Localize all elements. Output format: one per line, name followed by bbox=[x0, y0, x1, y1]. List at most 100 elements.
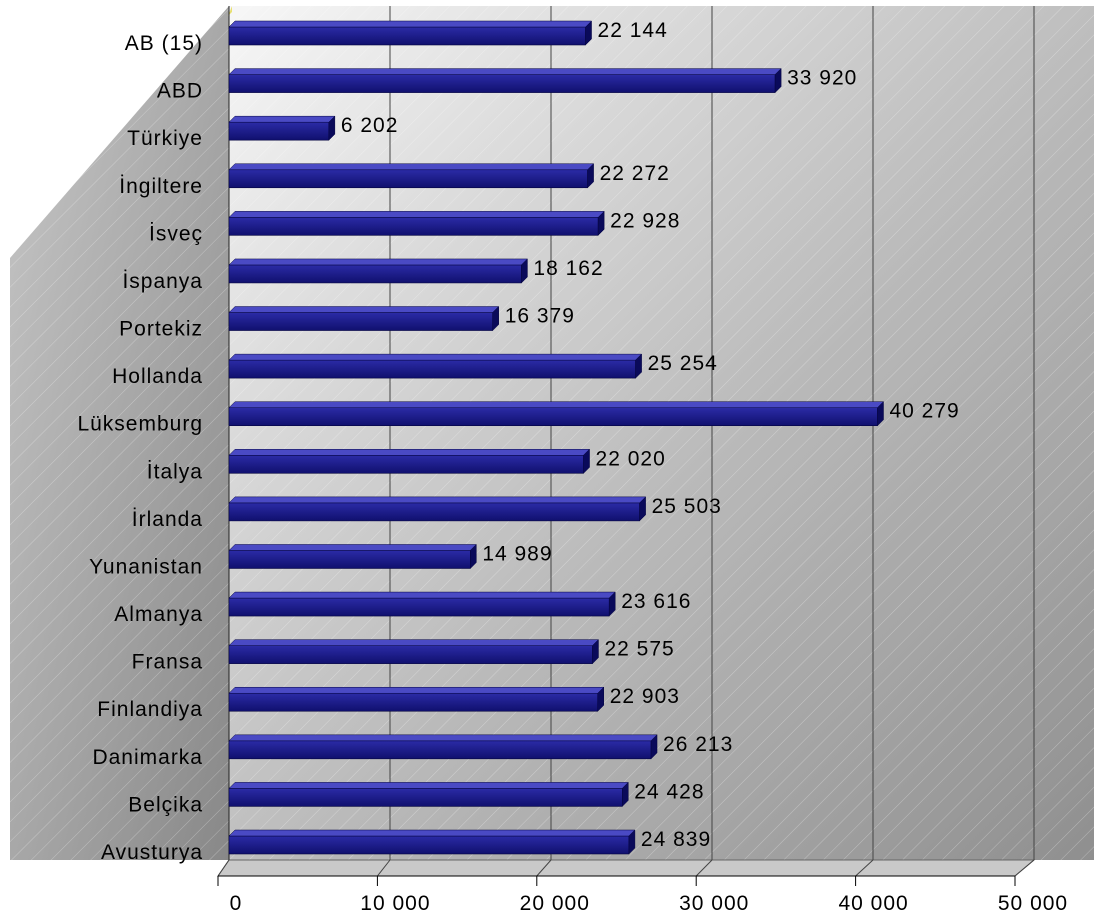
gridlines bbox=[217, 6, 1035, 886]
category-label: İspanya bbox=[122, 270, 203, 293]
bar-top bbox=[228, 449, 591, 456]
side-wall-hatch bbox=[10, 6, 229, 860]
bar-top bbox=[228, 163, 595, 171]
bar bbox=[228, 597, 610, 617]
data-label: 24 428 bbox=[634, 780, 704, 803]
bar bbox=[228, 217, 599, 236]
bar-end bbox=[774, 67, 782, 94]
bar bbox=[228, 788, 623, 807]
bar-end bbox=[597, 686, 604, 712]
data-label: 22 020 bbox=[596, 447, 666, 470]
bar bbox=[228, 502, 640, 522]
bar-end bbox=[650, 734, 658, 760]
category-label: Lüksemburg bbox=[77, 413, 203, 436]
bar bbox=[228, 264, 522, 284]
category-label: Yunanistan bbox=[89, 555, 203, 578]
x-tick-label: 10 000 bbox=[360, 892, 430, 915]
x-tick-label: 30 000 bbox=[679, 892, 749, 915]
category-label: İtalya bbox=[147, 460, 203, 483]
category-label: Türkiye bbox=[127, 127, 203, 150]
category-label: Portekiz bbox=[119, 318, 203, 341]
data-label: 23 616 bbox=[621, 590, 691, 613]
data-label: 40 279 bbox=[889, 400, 959, 423]
bar-top bbox=[228, 829, 636, 837]
data-label: 26 213 bbox=[663, 733, 733, 756]
bar-top bbox=[228, 639, 600, 646]
data-label: 22 144 bbox=[598, 19, 668, 42]
bar-top bbox=[228, 544, 477, 551]
floor-gridline bbox=[1014, 859, 1035, 877]
category-label: Fransa bbox=[132, 651, 203, 674]
data-label: 16 379 bbox=[505, 305, 575, 328]
bar bbox=[228, 359, 636, 379]
bar bbox=[228, 645, 593, 664]
bar-top bbox=[228, 68, 782, 75]
bar bbox=[228, 835, 630, 855]
category-label: İrlanda bbox=[132, 508, 203, 531]
bar-end bbox=[597, 210, 605, 236]
bar-end bbox=[592, 639, 599, 665]
category-label: Avusturya bbox=[101, 841, 203, 864]
floor-gridline bbox=[377, 859, 391, 877]
back-wall-hatch bbox=[229, 6, 1094, 860]
bar-end bbox=[639, 496, 646, 522]
bar-top bbox=[228, 211, 605, 218]
labels: 0 10 000 20 000 30 000 40 000 50 000 22 144 AB … bbox=[77, 19, 1068, 915]
bar bbox=[228, 169, 588, 189]
bar-top bbox=[228, 734, 658, 742]
category-label: İsveç bbox=[149, 222, 203, 245]
x-tick-label: 20 000 bbox=[520, 892, 590, 915]
x-tick-label: 50 000 bbox=[998, 892, 1068, 915]
bar bbox=[228, 550, 471, 569]
bar-top bbox=[228, 782, 629, 789]
data-label: 22 928 bbox=[610, 209, 680, 232]
bar bbox=[228, 312, 494, 331]
data-label: 22 903 bbox=[610, 685, 680, 708]
bar-end bbox=[583, 448, 590, 474]
x-tick-label: 0 bbox=[230, 892, 243, 915]
bar-top bbox=[228, 496, 647, 504]
bar-top bbox=[228, 258, 529, 266]
category-label: Finlandiya bbox=[97, 698, 203, 721]
bar-end bbox=[877, 401, 884, 427]
bar bbox=[228, 121, 330, 141]
bar-top bbox=[228, 306, 500, 313]
category-label: Danimarka bbox=[92, 746, 203, 769]
category-label: Hollanda bbox=[112, 365, 203, 388]
data-label: 18 162 bbox=[533, 257, 603, 280]
category-label: İngiltere bbox=[119, 175, 203, 198]
category-label: Belçika bbox=[128, 793, 203, 816]
bar bbox=[228, 26, 586, 46]
data-label: 25 503 bbox=[652, 495, 722, 518]
floor bbox=[217, 859, 1036, 877]
bar-end bbox=[587, 163, 594, 189]
bar bbox=[228, 692, 599, 712]
floor-gridline bbox=[855, 859, 874, 877]
category-label: AB (15) bbox=[125, 32, 203, 55]
data-label: 25 254 bbox=[648, 352, 718, 375]
bar-top bbox=[228, 591, 616, 599]
data-label: 14 989 bbox=[482, 542, 552, 565]
category-label: ABD bbox=[157, 80, 203, 103]
bar-end bbox=[470, 543, 477, 570]
bar bbox=[228, 740, 652, 760]
bar-end bbox=[628, 829, 636, 855]
bar-top bbox=[228, 353, 643, 361]
data-label: 6 202 bbox=[341, 114, 399, 137]
x-tick-label: 40 000 bbox=[838, 892, 908, 915]
floor-gridline bbox=[217, 859, 230, 877]
bar bbox=[228, 454, 584, 474]
chart-background bbox=[10, 6, 1094, 877]
bar bbox=[228, 74, 776, 93]
data-label: 22 575 bbox=[604, 638, 674, 661]
bar-end bbox=[608, 591, 616, 617]
bar-top bbox=[228, 20, 593, 28]
bar-end bbox=[328, 115, 336, 141]
bar bbox=[228, 407, 878, 427]
bar-end bbox=[622, 781, 629, 808]
bar-end bbox=[635, 353, 642, 379]
data-label: 22 272 bbox=[600, 162, 670, 185]
bar-top bbox=[228, 115, 336, 123]
bar-end bbox=[585, 20, 592, 46]
bar-end bbox=[492, 305, 499, 332]
